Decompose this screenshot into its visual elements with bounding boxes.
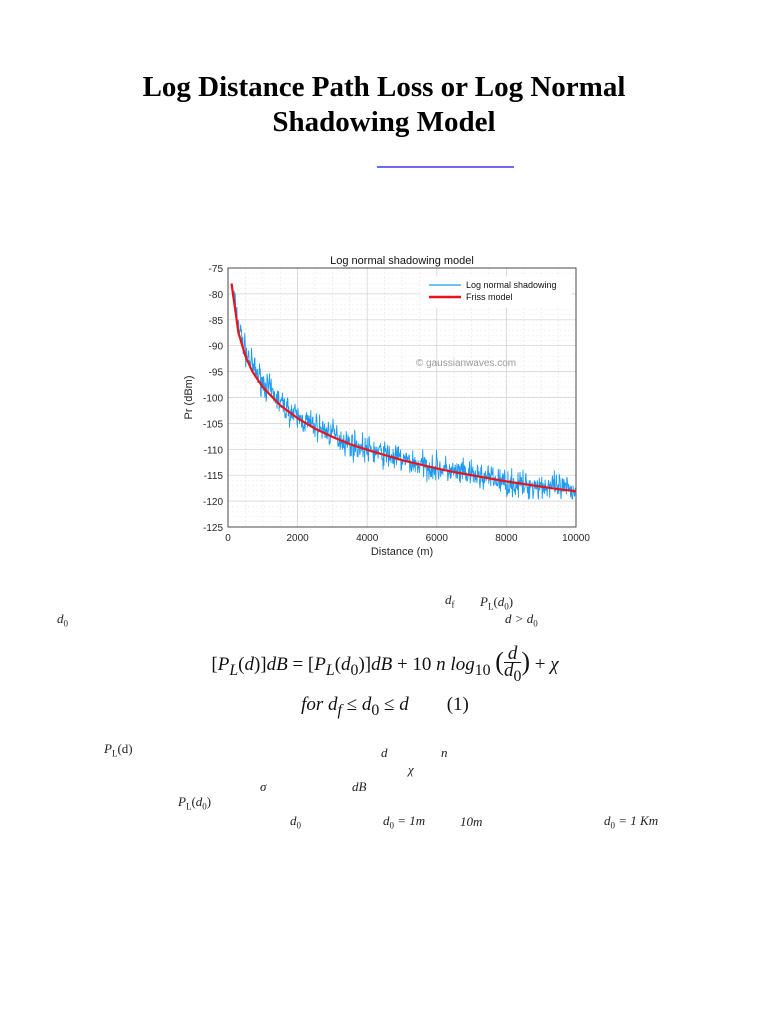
series-log-normal-shadowing (231, 283, 577, 501)
axes-box (227, 267, 577, 528)
log-normal-shadowing-chart: -75 -80 -85 -90 -95 -100 -105 -110 -115 -120 -125 0… (176, 250, 596, 565)
math-pl-d: PL(d) (104, 741, 133, 759)
equation-number: (1) (446, 693, 469, 715)
math-sigma: σ (260, 779, 267, 794)
x-tick-label: 10000 (562, 533, 590, 544)
x-tick-label: 8000 (495, 533, 518, 544)
math-db: dB (352, 779, 367, 794)
x-tick-label: 2000 (286, 533, 309, 544)
path-loss-equation: [PL(d)]dB = [PL(d0)]dB + 10 n log10 (d d0… (160, 643, 610, 728)
chart-canvas: -75 -80 -85 -90 -95 -100 -105 -110 -115 -120 -1250… (176, 250, 596, 565)
y-tick-label: -90 (209, 342, 224, 353)
y-tick-label: -105 (203, 419, 223, 430)
y-tick-label: -80 (209, 290, 224, 301)
math-d-f: df (445, 592, 455, 610)
y-tick-label: -85 (209, 316, 224, 327)
legend-label-friss: Friss model (466, 292, 513, 302)
y-tick-label: -100 (203, 394, 223, 405)
math-pl-d0-b: PL(d0) (178, 794, 212, 812)
math-d: d (381, 745, 388, 760)
page-title: Log Distance Path Loss or Log Normal Sha… (0, 70, 768, 140)
hyperlink-underline[interactable] (377, 166, 514, 168)
x-tick-label: 0 (225, 533, 231, 544)
y-tick-label: -125 (203, 523, 223, 534)
y-tick-label: -95 (209, 368, 224, 379)
math-d0-eq-1km: d0 = 1 Km (604, 813, 659, 831)
legend-label-shadowing: Log normal shadowing (466, 280, 557, 290)
math-10m: 10m (460, 814, 483, 829)
math-n: n (441, 745, 448, 760)
y-tick-label: -115 (204, 471, 224, 482)
x-tick-label: 6000 (426, 533, 449, 544)
y-tick-label: -110 (204, 445, 224, 456)
math-pl-d0: PL(d0) (480, 594, 514, 612)
chart-title: Log normal shadowing model (330, 255, 474, 267)
series-friss-model (230, 283, 577, 493)
title-line-1: Log Distance Path Loss or Log Normal (142, 71, 626, 103)
equation-line-2: for df ≤ d0 ≤ d (1) (301, 693, 469, 719)
y-tick-label: -75 (209, 264, 224, 275)
math-chi: χ (408, 762, 414, 777)
title-line-2: Shadowing Model (272, 106, 496, 138)
math-d0-mid: d0 (290, 813, 301, 831)
y-axis-label: Pr (dBm) (183, 376, 195, 420)
x-axis-label: Distance (m) (371, 546, 433, 558)
equation-line-1: [PL(d)]dB = [PL(d0)]dB + 10 n log10 (d d0… (211, 643, 559, 686)
math-d0-left: d0 (57, 611, 68, 629)
watermark: © gaussianwaves.com (416, 358, 516, 369)
x-tick-label: 4000 (356, 533, 379, 544)
math-d-gt-d0: d > d0 (505, 611, 538, 629)
y-tick-label: -120 (203, 497, 223, 508)
math-d0-eq-1m: d0 = 1m (383, 813, 426, 831)
legend-box (420, 276, 572, 308)
